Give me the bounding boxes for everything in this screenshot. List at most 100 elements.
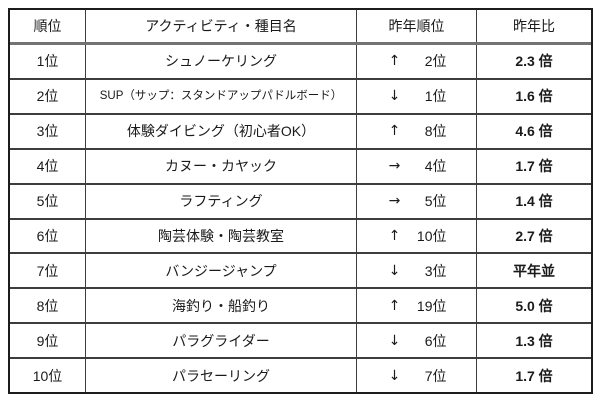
rank-cell: 8位 (10, 289, 86, 323)
rank-cell: 3位 (10, 114, 86, 148)
activity-label: シュノーケリング (165, 53, 277, 70)
rank-cell: 6位 (10, 219, 86, 253)
trend-up-icon: ↑ (388, 123, 401, 140)
table-row: 1位 シュノーケリング ↑ 2位 2.3 倍 (10, 45, 591, 80)
ratio-label: 1.7 倍 (515, 367, 553, 384)
trend-flat-icon: → (388, 158, 401, 175)
prev-rank-group: ↓ 3位 (387, 264, 447, 278)
prev-rank-cell: ↑ 19位 (357, 289, 477, 323)
prev-rank-label: 5位 (424, 193, 447, 210)
prev-rank-cell: ↓ 6位 (357, 324, 477, 358)
ratio-cell: 平年並 (477, 254, 591, 287)
activity-label: パラグライダー (172, 332, 270, 349)
col-header-rank: 順位 (10, 10, 86, 42)
ratio-cell: 2.7 倍 (477, 220, 591, 253)
rank-cell: 9位 (10, 324, 86, 358)
table-row: 9位 パラグライダー ↓ 6位 1.3 倍 (10, 324, 591, 360)
table-row: 10位 パラセーリング ↓ 7位 1.7 倍 (10, 359, 591, 393)
prev-rank-label: 10位 (416, 227, 447, 244)
prev-rank-cell: ↑ 8位 (357, 114, 477, 148)
prev-rank-cell: ↓ 1位 (357, 79, 477, 113)
ratio-cell: 1.7 倍 (477, 150, 591, 183)
prev-rank-label: 19位 (416, 297, 447, 314)
rank-label: 6位 (36, 227, 59, 244)
ratio-label: 1.7 倍 (515, 158, 553, 175)
ratio-label: 5.0 倍 (515, 297, 553, 314)
prev-rank-cell: ↓ 3位 (357, 254, 477, 288)
prev-rank-label: 7位 (424, 367, 447, 384)
rank-cell: 5位 (10, 184, 86, 218)
activity-label: カヌー・カヤック (165, 158, 277, 175)
rank-label: 4位 (36, 158, 59, 175)
prev-rank-cell: ↑ 2位 (357, 45, 477, 78)
ratio-label: 4.6 倍 (515, 123, 553, 140)
prev-rank-cell: ↑ 10位 (357, 219, 477, 253)
activity-cell: シュノーケリング (86, 45, 357, 78)
prev-rank-group: ↑ 2位 (387, 54, 447, 68)
prev-rank-cell: ↓ 7位 (357, 359, 477, 393)
activity-cell: バンジージャンプ (86, 254, 357, 288)
ratio-cell: 2.3 倍 (477, 45, 591, 78)
ratio-cell: 1.6 倍 (477, 80, 591, 113)
table-row: 2位 SUP（サップ：スタンドアップパドルボード） ↓ 1位 1.6 倍 (10, 79, 591, 115)
trend-up-icon: ↑ (388, 297, 401, 314)
rank-cell: 2位 (10, 79, 86, 113)
prev-rank-group: ↓ 6位 (387, 334, 447, 348)
ratio-label: 2.7 倍 (515, 227, 553, 244)
trend-up-icon: ↑ (388, 227, 401, 244)
table-row: 5位 ラフティング → 5位 1.4 倍 (10, 184, 591, 220)
activity-cell: 海釣り・船釣り (86, 289, 357, 323)
table-row: 4位 カヌー・カヤック → 4位 1.7 倍 (10, 149, 591, 185)
prev-rank-cell: → 5位 (357, 184, 477, 218)
table-row: 7位 バンジージャンプ ↓ 3位 平年並 (10, 254, 591, 290)
ratio-cell: 4.6 倍 (477, 115, 591, 148)
activity-ranking-table: 順位 アクティビティ・種目名 昨年順位 昨年比 1位 シュノーケリング ↑ 2位… (8, 8, 593, 394)
ratio-label: 1.3 倍 (515, 332, 553, 349)
prev-rank-label: 1位 (424, 88, 447, 105)
trend-down-icon: ↓ (388, 88, 401, 105)
trend-down-icon: ↓ (388, 332, 401, 349)
table-row: 8位 海釣り・船釣り ↑ 19位 5.0 倍 (10, 289, 591, 325)
activity-cell: パラグライダー (86, 324, 357, 358)
col-header-ratio: 昨年比 (513, 18, 555, 34)
activity-label: SUP（サップ：スタンドアップパドルボード） (99, 89, 343, 102)
prev-rank-group: → 4位 (387, 159, 447, 173)
trend-flat-icon: → (388, 193, 401, 210)
activity-label: 海釣り・船釣り (172, 297, 270, 314)
prev-rank-cell: → 4位 (357, 149, 477, 183)
rank-label: 9位 (36, 332, 59, 349)
table-header-row: 順位 アクティビティ・種目名 昨年順位 昨年比 (10, 10, 591, 45)
rank-label: 2位 (36, 88, 59, 105)
activity-label: 陶芸体験・陶芸教室 (158, 227, 284, 244)
rank-label: 1位 (36, 53, 59, 70)
trend-down-icon: ↓ (388, 262, 401, 279)
prev-rank-label: 6位 (424, 332, 447, 349)
prev-rank-label: 8位 (424, 123, 447, 140)
rank-cell: 1位 (10, 45, 86, 78)
activity-cell: ラフティング (86, 184, 357, 218)
activity-label: パラセーリング (172, 367, 270, 384)
prev-rank-label: 3位 (424, 262, 447, 279)
rank-cell: 4位 (10, 149, 86, 183)
ratio-label: 平年並 (513, 262, 555, 279)
activity-cell: カヌー・カヤック (86, 149, 357, 183)
prev-rank-group: ↓ 1位 (387, 89, 447, 103)
col-header-activity: アクティビティ・種目名 (86, 10, 357, 42)
activity-label: ラフティング (179, 193, 263, 210)
activity-label: 体験ダイビング（初心者OK） (126, 123, 316, 140)
trend-up-icon: ↑ (388, 53, 401, 70)
activity-label: バンジージャンプ (165, 262, 277, 279)
col-header-prev-rank: 昨年順位 (357, 10, 477, 42)
prev-rank-label: 2位 (424, 53, 447, 70)
prev-rank-group: ↑ 10位 (387, 229, 447, 243)
prev-rank-group: ↑ 19位 (387, 299, 447, 313)
table-row: 6位 陶芸体験・陶芸教室 ↑ 10位 2.7 倍 (10, 219, 591, 255)
rank-label: 10位 (32, 367, 63, 384)
prev-rank-group: ↑ 8位 (387, 124, 447, 138)
rank-label: 7位 (36, 262, 59, 279)
ratio-label: 1.4 倍 (515, 193, 553, 210)
table-row: 3位 体験ダイビング（初心者OK） ↑ 8位 4.6 倍 (10, 114, 591, 150)
ratio-label: 2.3 倍 (515, 53, 553, 70)
ratio-cell: 1.3 倍 (477, 324, 591, 357)
